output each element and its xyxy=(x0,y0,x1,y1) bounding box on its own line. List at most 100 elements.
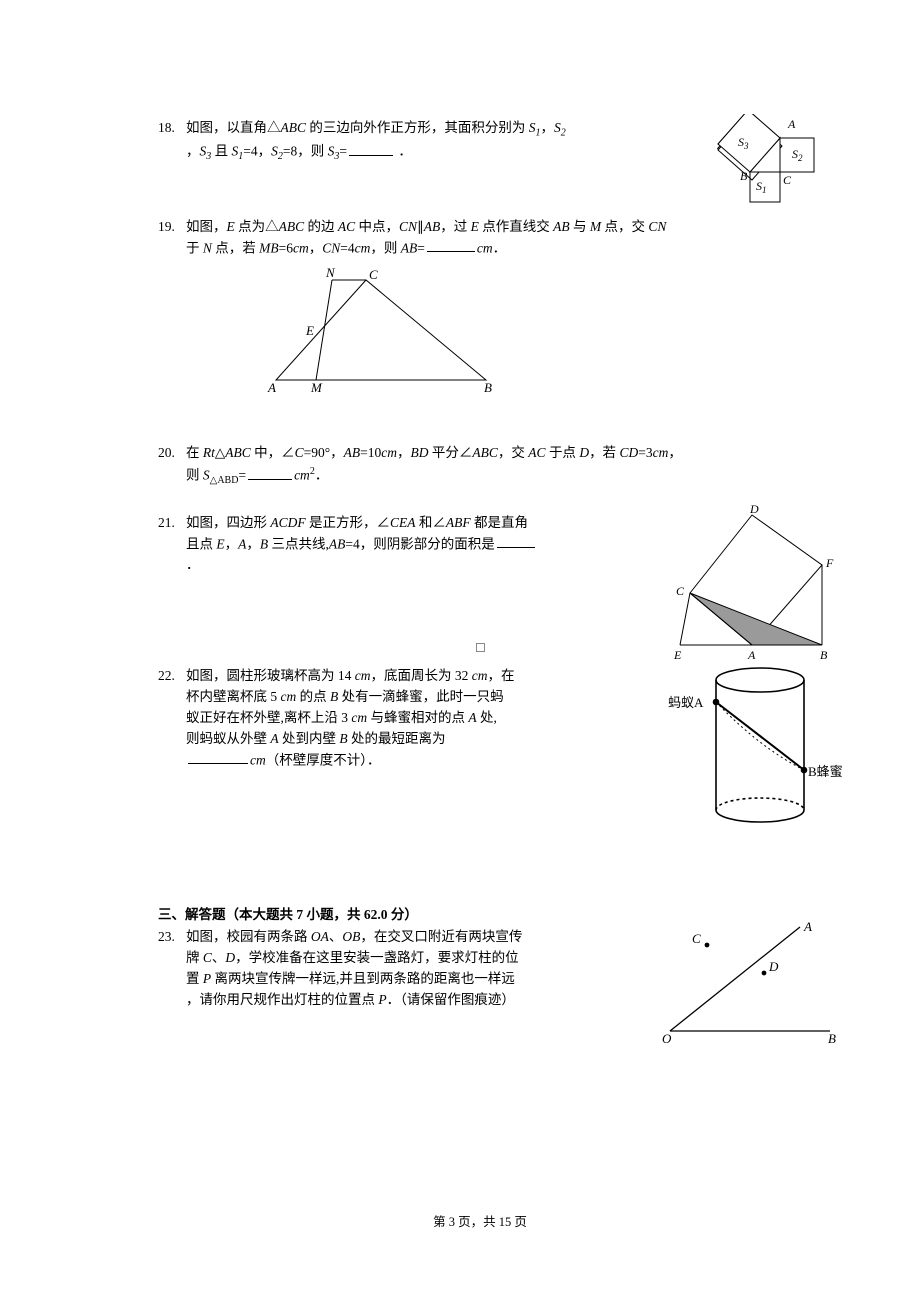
text: 与蜂蜜相对的点 xyxy=(367,710,468,725)
var-s: S xyxy=(529,120,536,135)
text: ， xyxy=(246,536,260,551)
figure-22: 蚂蚁A B蜂蜜 xyxy=(650,660,850,840)
var: CN xyxy=(648,219,666,234)
unit: cm xyxy=(381,445,397,460)
text: 蚁正好在杯外壁,离杯上沿 3 xyxy=(186,710,351,725)
fill-blank[interactable] xyxy=(497,534,535,549)
text: 牌 xyxy=(186,950,203,965)
text: 杯内壁离杯底 5 xyxy=(186,689,281,704)
var-s: S xyxy=(554,120,561,135)
var: CEA xyxy=(390,515,416,530)
text: 如图，四边形 xyxy=(186,515,270,530)
text: = xyxy=(238,468,246,483)
text: = xyxy=(417,240,425,255)
text: 离两块宣传牌一样远,并且到两条路的距离也一样远 xyxy=(211,971,515,986)
text: = xyxy=(339,144,347,159)
var: AB xyxy=(424,219,441,234)
text: ， xyxy=(309,240,323,255)
var-s: S xyxy=(271,144,278,159)
svg-text:B蜂蜜: B蜂蜜 xyxy=(808,764,843,779)
unit: cm xyxy=(281,689,297,704)
text: 的边 xyxy=(304,219,338,234)
var: AB xyxy=(344,445,361,460)
svg-text:N: N xyxy=(325,265,336,280)
page-footer: 第 3 页，共 15 页 xyxy=(158,1211,802,1230)
var: M xyxy=(590,219,601,234)
text: 点，交 xyxy=(601,219,648,234)
text: 在 xyxy=(186,445,203,460)
text: 处有一滴蜂蜜，此时一只蚂 xyxy=(338,689,503,704)
svg-text:C: C xyxy=(676,584,685,598)
text: ， xyxy=(541,120,555,135)
var: A xyxy=(468,710,476,725)
text: 如图，圆柱形玻璃杯高为 14 xyxy=(186,668,355,683)
fill-blank[interactable] xyxy=(188,750,248,765)
svg-text:F: F xyxy=(825,556,834,570)
var: S xyxy=(203,468,210,483)
var: ACDF xyxy=(270,515,305,530)
svg-text:B: B xyxy=(828,1031,836,1046)
fill-blank[interactable] xyxy=(248,465,292,480)
text: 处的最短距离为 xyxy=(348,731,446,746)
text: ，交 xyxy=(498,445,528,460)
var: BD xyxy=(411,445,429,460)
text: ． xyxy=(315,468,329,483)
text: 点，若 xyxy=(212,240,259,255)
text: =4 xyxy=(340,240,354,255)
text: 点为△ xyxy=(235,219,279,234)
text: ∥ xyxy=(417,219,424,234)
svg-text:O: O xyxy=(662,1031,672,1046)
sub: 2 xyxy=(561,128,566,139)
text: ，学校准备在这里安装一盏路灯，要求灯柱的位 xyxy=(235,950,519,965)
problem-19: 19. 如图，E 点为△ABC 的边 AC 中点，CN∥AB，过 E 点作直线交… xyxy=(158,217,802,401)
var: ABC xyxy=(472,445,498,460)
svg-text:C: C xyxy=(783,173,792,187)
footer-text: 页 xyxy=(514,1215,527,1229)
var: ABF xyxy=(446,515,471,530)
text: =10 xyxy=(360,445,381,460)
text: 点作直线交 xyxy=(479,219,553,234)
fill-blank[interactable] xyxy=(427,238,475,253)
text: ，则 xyxy=(370,240,400,255)
var: E xyxy=(227,219,235,234)
problem-number: 23. xyxy=(158,927,186,948)
text: =6 xyxy=(279,240,293,255)
footer-total: 15 xyxy=(499,1215,512,1229)
text: 于点 xyxy=(546,445,580,460)
problem-number: 20. xyxy=(158,443,186,464)
problem-body: 在 Rt△ABC 中，∠C=90°，AB=10cm，BD 平分∠ABC，交 AC… xyxy=(186,443,802,489)
var: Rt xyxy=(203,445,215,460)
var: B xyxy=(339,731,347,746)
text: 中点， xyxy=(355,219,399,234)
text: 如图， xyxy=(186,219,227,234)
var: AB xyxy=(401,240,418,255)
problem-number: 18. xyxy=(158,118,186,139)
text: 于 xyxy=(186,240,203,255)
separator-icon xyxy=(476,643,485,652)
text: ， xyxy=(186,144,200,159)
svg-text:A: A xyxy=(803,919,812,934)
text: ， xyxy=(397,445,411,460)
text: ． xyxy=(398,144,412,159)
var: C xyxy=(203,950,212,965)
text: ，在 xyxy=(488,668,515,683)
text: 的三边向外作正方形，其面积分别为 xyxy=(306,120,529,135)
text: 、 xyxy=(212,950,226,965)
text: ．（请保留作图痕迹） xyxy=(387,992,515,1007)
text: 且 xyxy=(211,144,231,159)
text: =4，则阴影部分的面积是 xyxy=(345,536,494,551)
var: A xyxy=(270,731,278,746)
var: B xyxy=(330,689,338,704)
unit: cm xyxy=(250,752,266,767)
footer-text: 第 xyxy=(433,1215,446,1229)
problem-number: 22. xyxy=(158,666,186,687)
var-abc: ABC xyxy=(281,120,307,135)
footer-text: 页，共 xyxy=(458,1215,496,1229)
sub: △ABD xyxy=(210,475,239,486)
problem-number: 21. xyxy=(158,513,186,534)
svg-text:C: C xyxy=(369,267,378,282)
fill-blank[interactable] xyxy=(349,141,393,156)
text: ，若 xyxy=(589,445,619,460)
text: 平分∠ xyxy=(429,445,473,460)
text: ，过 xyxy=(440,219,470,234)
